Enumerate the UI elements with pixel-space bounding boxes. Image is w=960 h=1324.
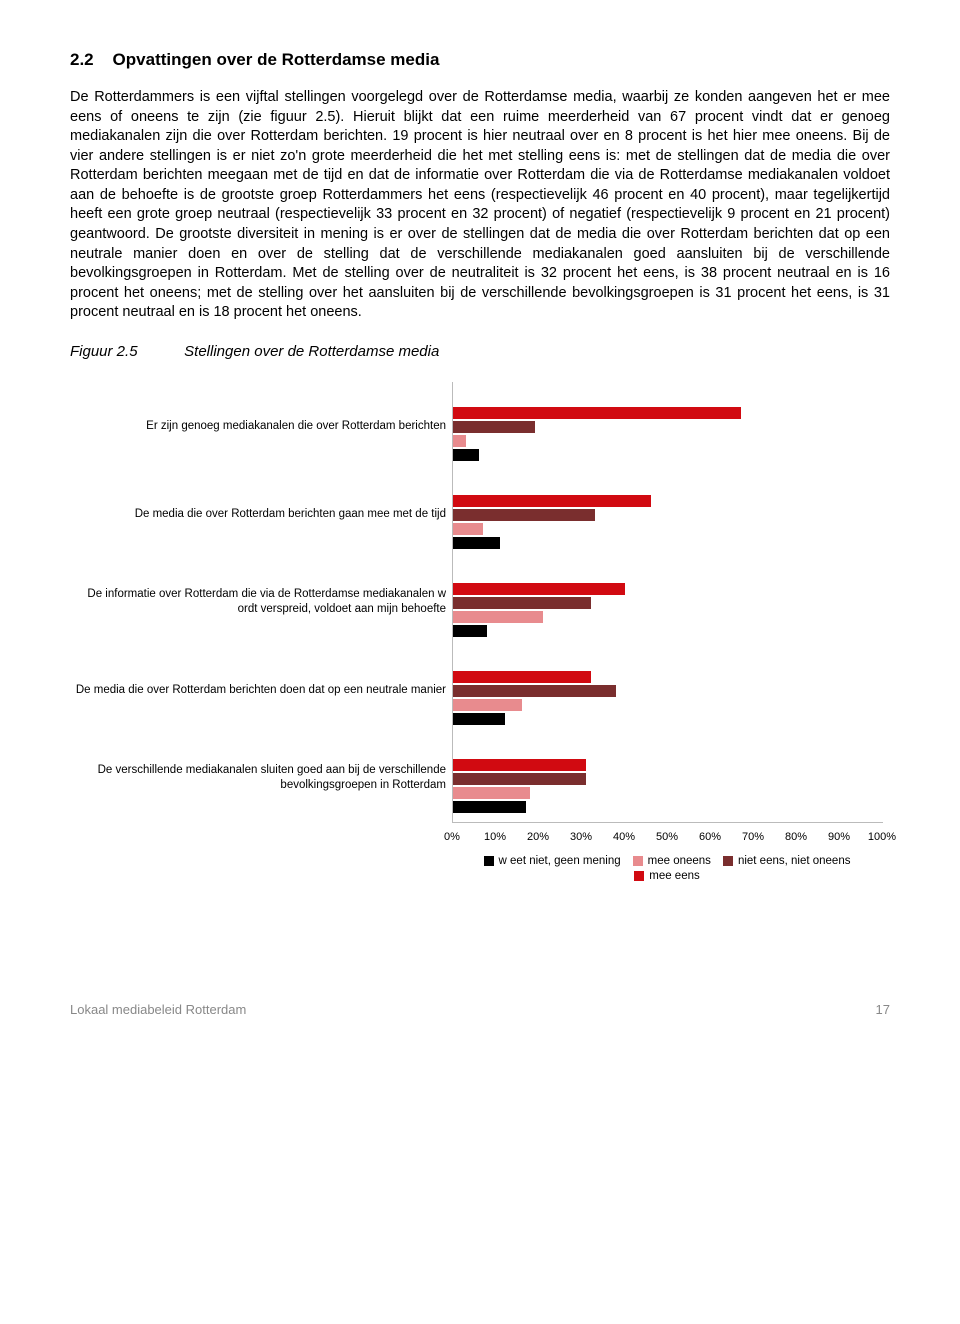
chart-bar [453,523,483,535]
legend-item: mee oneens [633,855,711,867]
footer-left: Lokaal mediabeleid Rotterdam [70,1002,246,1017]
legend-label: mee eens [649,870,700,882]
chart-bar [453,625,487,637]
chart-bar [453,699,522,711]
chart-bar [453,583,625,595]
chart-category-label: De informatie over Rotterdam die via de … [70,558,452,646]
legend-item: mee eens [634,870,700,882]
legend-swatch [634,871,644,881]
chart-x-tick: 20% [527,831,549,843]
chart-x-axis: 0%10%20%30%40%50%60%70%80%90%100% [452,829,882,847]
section-number: 2.2 [70,50,94,69]
chart-x-tick: 100% [868,831,896,843]
chart-x-tick: 0% [444,831,460,843]
chart-x-tick: 10% [484,831,506,843]
chart-plot-area [452,382,883,823]
chart-x-tick: 50% [656,831,678,843]
chart-category-label: Er zijn genoeg mediakanalen die over Rot… [70,382,452,470]
chart-bar-group [453,382,883,470]
chart-bar [453,773,586,785]
legend-label: niet eens, niet oneens [738,855,851,867]
chart-bar [453,407,741,419]
chart-bar [453,713,505,725]
chart-x-tick: 70% [742,831,764,843]
chart-bar [453,671,591,683]
chart-legend: w eet niet, geen mening mee oneens niet ee… [452,847,882,882]
chart-bar [453,495,651,507]
chart-category-label: De media die over Rotterdam berichten do… [70,646,452,734]
chart: Er zijn genoeg mediakanalen die over Rot… [70,382,890,823]
legend-label: mee oneens [648,855,711,867]
page-footer: Lokaal mediabeleid Rotterdam 17 [70,1002,890,1017]
chart-category-label: De media die over Rotterdam berichten ga… [70,470,452,558]
chart-category-label: De verschillende mediakanalen sluiten go… [70,734,452,822]
chart-bar [453,759,586,771]
chart-bar-group [453,646,883,734]
footer-page-number: 17 [876,1002,890,1017]
legend-swatch [633,856,643,866]
chart-bar-group [453,470,883,558]
legend-swatch [484,856,494,866]
section-heading: 2.2 Opvattingen over de Rotterdamse medi… [70,50,890,70]
chart-bar [453,421,535,433]
chart-bar-group [453,558,883,646]
chart-x-tick: 30% [570,831,592,843]
chart-x-tick: 60% [699,831,721,843]
legend-swatch [723,856,733,866]
figure-title: Stellingen over de Rotterdamse media [184,343,439,360]
chart-bar [453,435,466,447]
legend-item: w eet niet, geen mening [484,855,621,867]
chart-x-tick: 90% [828,831,850,843]
body-paragraph: De Rotterdammers is een vijftal stelling… [70,88,890,323]
chart-bar [453,801,526,813]
legend-item: niet eens, niet oneens [723,855,851,867]
chart-bar [453,449,479,461]
figure-number: Figuur 2.5 [70,343,180,360]
chart-x-tick: 80% [785,831,807,843]
legend-label: w eet niet, geen mening [499,855,621,867]
chart-bar [453,537,500,549]
chart-bar [453,509,595,521]
chart-x-tick: 40% [613,831,635,843]
section-title: Opvattingen over de Rotterdamse media [113,50,440,69]
chart-y-labels: Er zijn genoeg mediakanalen die over Rot… [70,382,452,823]
figure-caption: Figuur 2.5 Stellingen over de Rotterdams… [70,343,890,360]
chart-bar [453,611,543,623]
chart-bar [453,787,530,799]
chart-bar-group [453,734,883,822]
chart-bar [453,597,591,609]
chart-bar [453,685,616,697]
